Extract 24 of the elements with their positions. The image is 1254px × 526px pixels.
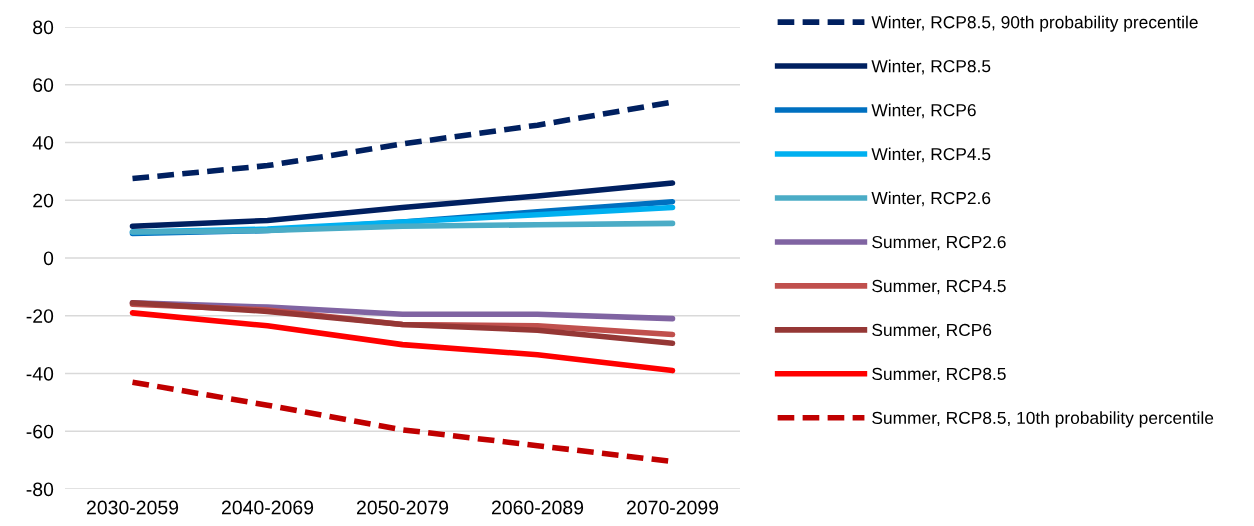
text: Summer, RCP6 — [872, 323, 992, 339]
x-tick-label: 2040-2069 — [221, 500, 314, 515]
text: Winter, RCP4.5 — [871, 147, 991, 163]
text: Summer, RCP2.6 — [872, 235, 1006, 251]
text: Winter, RCP6 — [871, 103, 976, 119]
text: Summer, RCP8.5 — [872, 367, 1006, 383]
text: Winter, RCP8.5 — [871, 59, 991, 75]
text: Winter, RCP8.5, 90th probability precentile — [871, 15, 1198, 32]
text: Winter, RCP2.6 — [871, 191, 991, 207]
text: Summer, RCP4.5 — [872, 279, 1006, 295]
y-tick-label: 40 — [32, 135, 54, 150]
y-tick-label: 0 — [43, 251, 54, 266]
text: Summer, RCP8.5, 10th probability percentile — [872, 411, 1214, 428]
x-tick-label: 2060-2089 — [491, 500, 584, 515]
x-tick-label: 2070-2099 — [626, 500, 719, 515]
x-tick-label: 2030-2059 — [86, 500, 179, 515]
y-tick-label: -60 — [26, 424, 54, 439]
y-tick-label: -20 — [26, 309, 54, 323]
y-tick-label: 20 — [33, 193, 54, 208]
y-tick-label: -40 — [26, 366, 54, 381]
y-tick-label: -80 — [26, 482, 54, 497]
y-tick-label: 80 — [33, 20, 54, 35]
x-tick-label: 2050-2079 — [356, 500, 449, 515]
y-tick-label: 60 — [33, 78, 54, 92]
